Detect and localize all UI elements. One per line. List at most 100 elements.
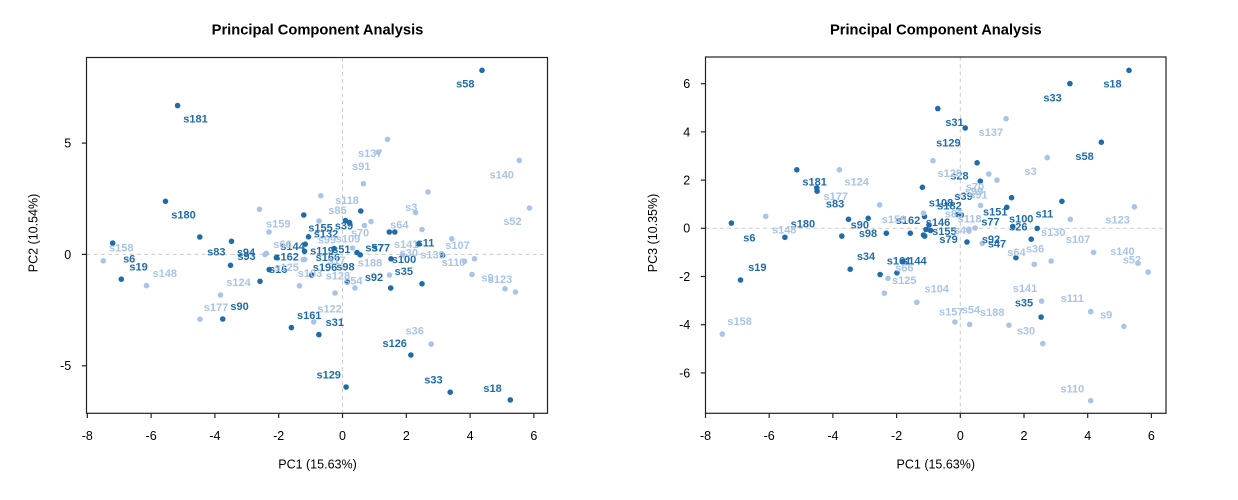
svg-text:s33: s33 <box>1043 93 1061 105</box>
svg-text:s111: s111 <box>1061 293 1084 305</box>
svg-text:s137: s137 <box>358 148 382 160</box>
svg-text:s90: s90 <box>851 219 869 231</box>
svg-text:s64: s64 <box>390 220 409 232</box>
svg-text:s157: s157 <box>939 307 963 319</box>
svg-text:s188: s188 <box>980 307 1004 319</box>
svg-text:s161: s161 <box>887 256 911 268</box>
svg-text:s18: s18 <box>1103 79 1121 91</box>
svg-text:s93: s93 <box>237 251 255 263</box>
svg-text:-2: -2 <box>891 429 902 443</box>
svg-text:s18: s18 <box>483 383 501 395</box>
svg-text:4: 4 <box>1084 429 1091 443</box>
svg-text:s58: s58 <box>456 79 474 91</box>
svg-text:s83: s83 <box>207 246 225 258</box>
svg-text:s103: s103 <box>298 268 322 280</box>
svg-text:s9: s9 <box>1100 310 1112 322</box>
svg-text:s181: s181 <box>802 176 826 188</box>
svg-text:s35: s35 <box>395 266 413 278</box>
svg-text:s162: s162 <box>896 215 920 227</box>
svg-text:s54: s54 <box>962 305 981 317</box>
svg-text:s123: s123 <box>1105 215 1129 227</box>
svg-text:s3: s3 <box>1024 166 1036 178</box>
svg-text:s57: s57 <box>365 243 383 255</box>
svg-text:s109: s109 <box>336 234 360 246</box>
svg-text:s118: s118 <box>958 213 982 225</box>
svg-text:s39: s39 <box>335 221 353 233</box>
svg-text:s3: s3 <box>405 202 417 214</box>
svg-text:2: 2 <box>1021 429 1028 443</box>
svg-text:s31: s31 <box>945 117 963 129</box>
svg-text:s158: s158 <box>727 316 751 328</box>
svg-text:s159: s159 <box>882 214 906 226</box>
svg-text:s34: s34 <box>857 251 876 263</box>
svg-text:s19: s19 <box>129 262 147 274</box>
svg-text:s77: s77 <box>372 243 390 255</box>
svg-text:s70: s70 <box>351 228 369 240</box>
svg-text:PC3 (10.35%): PC3 (10.35%) <box>646 194 660 273</box>
svg-text:s83: s83 <box>826 199 844 211</box>
svg-text:s92: s92 <box>982 234 1000 246</box>
svg-text:-6: -6 <box>146 429 157 443</box>
svg-text:s66: s66 <box>895 262 913 274</box>
svg-text:s144: s144 <box>280 241 305 253</box>
svg-text:s54: s54 <box>344 275 363 287</box>
svg-text:s148: s148 <box>153 268 177 280</box>
svg-text:s90: s90 <box>230 301 248 313</box>
svg-text:0: 0 <box>64 248 71 262</box>
svg-text:-2: -2 <box>273 429 284 443</box>
svg-text:s128: s128 <box>937 168 961 180</box>
svg-text:s99: s99 <box>318 235 336 247</box>
svg-text:s196: s196 <box>313 262 337 274</box>
svg-text:s6: s6 <box>123 254 135 266</box>
svg-text:s47: s47 <box>988 239 1006 251</box>
svg-text:s177: s177 <box>824 191 848 203</box>
svg-text:s100: s100 <box>1009 214 1033 226</box>
svg-text:s166: s166 <box>316 252 340 264</box>
svg-text:s85: s85 <box>328 205 346 217</box>
svg-text:s139: s139 <box>420 250 444 262</box>
svg-text:s110: s110 <box>1060 383 1084 395</box>
svg-text:s40: s40 <box>954 225 972 237</box>
svg-text:-6: -6 <box>679 366 690 380</box>
svg-text:s155: s155 <box>932 226 956 238</box>
svg-text:s108: s108 <box>929 198 953 210</box>
svg-text:s51: s51 <box>332 244 350 256</box>
svg-text:s52: s52 <box>1123 255 1141 267</box>
svg-text:s177: s177 <box>204 302 228 314</box>
svg-text:0: 0 <box>339 429 346 443</box>
svg-text:-8: -8 <box>82 429 93 443</box>
svg-text:s158: s158 <box>109 243 133 255</box>
svg-text:s118: s118 <box>335 195 359 207</box>
svg-text:s52: s52 <box>503 216 521 228</box>
svg-text:-8: -8 <box>700 429 711 443</box>
svg-text:s35: s35 <box>1015 298 1033 310</box>
svg-text:6: 6 <box>530 429 537 443</box>
svg-text:s66: s66 <box>273 239 291 251</box>
svg-text:-5: -5 <box>60 359 71 373</box>
svg-text:s98: s98 <box>859 228 877 240</box>
svg-text:-6: -6 <box>764 429 775 443</box>
svg-text:s125: s125 <box>274 262 298 274</box>
svg-text:s182: s182 <box>937 201 961 213</box>
svg-text:s180: s180 <box>171 210 195 222</box>
svg-text:s77: s77 <box>981 217 999 229</box>
svg-text:s141: s141 <box>394 239 418 251</box>
svg-text:s128: s128 <box>326 270 350 282</box>
svg-text:s132: s132 <box>314 229 338 241</box>
svg-text:s17: s17 <box>327 255 345 267</box>
svg-text:s94: s94 <box>237 247 256 259</box>
svg-text:-2: -2 <box>679 270 690 284</box>
svg-text:s11: s11 <box>417 237 435 249</box>
svg-text:PC1 (15.63%): PC1 (15.63%) <box>897 458 976 472</box>
svg-text:s119: s119 <box>310 246 334 258</box>
svg-text:s11: s11 <box>1036 209 1054 221</box>
svg-text:s125: s125 <box>892 275 916 287</box>
svg-text:s137: s137 <box>979 127 1003 139</box>
svg-text:s124: s124 <box>844 176 869 188</box>
svg-text:s180: s180 <box>791 219 815 231</box>
svg-text:s9: s9 <box>481 273 493 285</box>
svg-text:-4: -4 <box>827 429 838 443</box>
svg-text:s100: s100 <box>392 254 416 266</box>
svg-text:s141: s141 <box>1013 283 1037 295</box>
svg-text:s33: s33 <box>424 375 442 387</box>
